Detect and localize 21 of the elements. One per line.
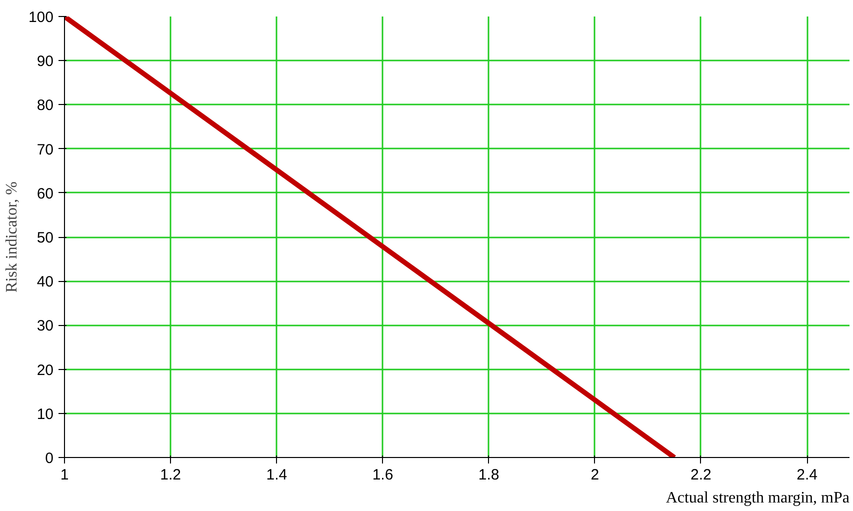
y-tick-label: 10 [36, 406, 54, 423]
x-tick-label: 1.8 [478, 466, 500, 484]
y-tick-label: 50 [36, 230, 54, 246]
y-tick-label: 20 [36, 362, 54, 379]
x-tick-label: 1.4 [266, 466, 288, 484]
y-tick-label: 0 [45, 450, 54, 467]
y-tick-label: 30 [36, 318, 54, 335]
y-tick-label: 60 [36, 185, 54, 202]
y-tick-label: 80 [36, 97, 54, 114]
x-axis-title: Actual strength margin, mPa [666, 490, 850, 506]
y-axis-title: Risk indicator, % [3, 182, 20, 292]
x-tick-label: 1 [60, 466, 69, 484]
y-tick-label: 40 [36, 274, 54, 291]
x-tick-label: 1.2 [160, 466, 182, 484]
y-tick-label: 100 [28, 9, 54, 26]
x-tick-label: 1.6 [372, 466, 394, 484]
x-tick-label: 2.4 [796, 466, 818, 484]
x-tick-label: 2 [590, 466, 600, 484]
x-tick-label: 2.2 [690, 466, 712, 484]
y-tick-label: 90 [36, 53, 54, 70]
y-tick-label: 70 [36, 141, 54, 158]
